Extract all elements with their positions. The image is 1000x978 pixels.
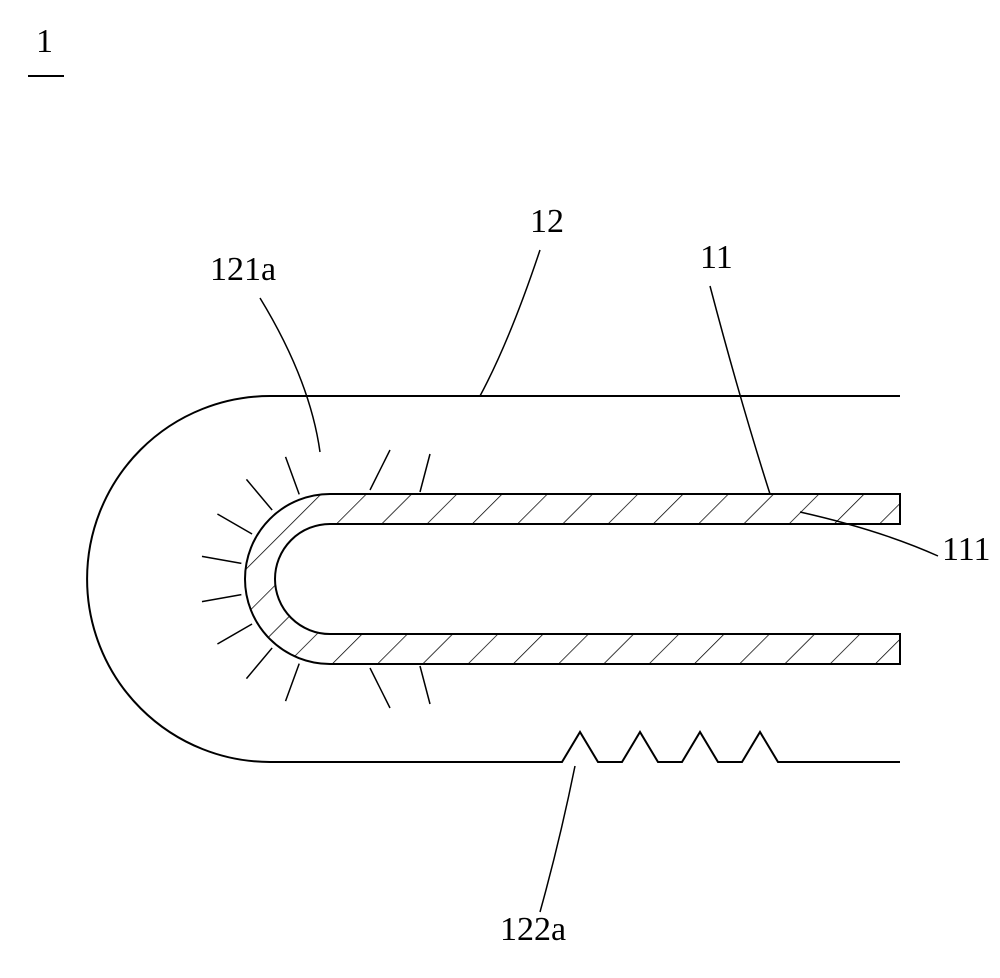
leader-fig_121a [260,298,320,452]
radiate-tick [420,454,430,492]
radiate-tick [202,556,241,563]
radiate-tick [217,514,252,534]
label-fig_111: 111 [942,531,990,568]
leader-fig_122a [540,766,575,912]
leader-fig_12 [480,250,540,396]
radiate-tick [217,624,252,644]
leader-fig_11 [710,286,770,494]
label-fig_122a: 122a [500,911,566,948]
label-fig_12: 12 [530,203,564,240]
inner-u-band [245,494,900,664]
radiate-tick [370,668,390,708]
radiate-tick [202,595,241,602]
radiate-tick [286,457,300,495]
radiate-tick [246,479,272,510]
radiate-tick [286,664,300,702]
radiate-tick [420,666,430,704]
radiate-tick [246,648,272,679]
figure-number: 1 [36,23,53,60]
label-fig_121a: 121a [210,251,276,288]
label-fig_11: 11 [700,239,733,276]
radiate-tick [370,450,390,490]
outer-outline [87,396,900,762]
